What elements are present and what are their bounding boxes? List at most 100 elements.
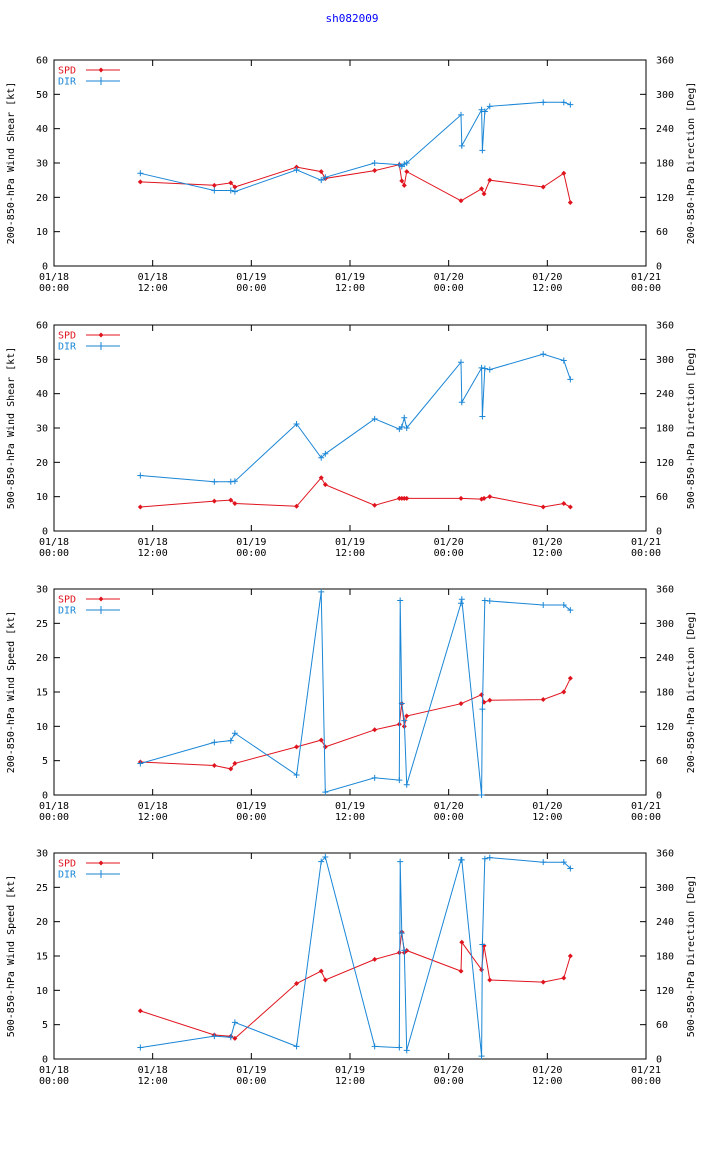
y2-tick-label: 360	[656, 849, 674, 860]
y-tick-label: 30	[36, 585, 48, 596]
series-line-spd	[140, 678, 571, 770]
x-tick-label-time: 12:00	[138, 548, 168, 559]
y2-tick-label: 240	[656, 124, 674, 135]
data-point-spd	[481, 191, 487, 197]
data-point-dir	[403, 1047, 410, 1054]
y-tick-label: 15	[36, 688, 48, 699]
data-point-dir	[371, 1043, 378, 1050]
data-point-spd	[561, 975, 567, 981]
y2-tick-label: 360	[656, 56, 674, 67]
data-point-dir	[293, 420, 300, 427]
data-point-spd	[322, 482, 328, 488]
data-point-spd	[318, 968, 324, 974]
data-point-dir	[227, 1034, 234, 1041]
data-point-dir	[318, 177, 325, 184]
legend-label-dir: DIR	[58, 77, 77, 88]
y-tick-label: 10	[36, 227, 48, 238]
data-point-spd	[137, 1008, 143, 1014]
y-tick-label: 30	[36, 159, 48, 170]
y-tick-label: 40	[36, 389, 48, 400]
page-title: sh082009	[325, 12, 379, 25]
data-point-dir	[137, 1044, 144, 1051]
data-point-dir	[540, 99, 547, 106]
data-point-dir	[227, 478, 234, 485]
data-point-dir	[371, 415, 378, 422]
legend-label-dir: DIR	[58, 870, 77, 881]
data-point-spd	[137, 504, 143, 510]
x-tick-label-time: 12:00	[335, 1076, 365, 1087]
data-point-spd	[322, 744, 328, 750]
y-axis-label: 500-850-hPa Wind Shear [kt]	[6, 347, 17, 510]
x-tick-label-date: 01/18	[39, 537, 69, 548]
series-line-dir	[140, 591, 571, 796]
data-point-dir	[231, 188, 238, 195]
data-point-dir	[560, 859, 567, 866]
y-tick-label: 60	[36, 321, 48, 332]
y2-tick-label: 360	[656, 321, 674, 332]
data-point-dir	[371, 774, 378, 781]
data-point-dir	[486, 366, 493, 373]
data-point-dir	[401, 717, 408, 724]
x-tick-label-date: 01/18	[39, 801, 69, 812]
x-tick-label-date: 01/19	[236, 537, 266, 548]
legend-label-spd: SPD	[58, 859, 76, 870]
data-point-spd	[458, 968, 464, 974]
data-point-dir	[540, 602, 547, 609]
chart-panel-500-850-speed: 05101520253006012018024030036001/1800:00…	[6, 849, 697, 1088]
x-tick-label-time: 00:00	[39, 548, 69, 559]
y-tick-label: 20	[36, 193, 48, 204]
data-point-spd	[459, 939, 465, 945]
data-point-spd	[318, 737, 324, 743]
legend-label-dir: DIR	[58, 342, 77, 353]
x-tick-label-time: 00:00	[631, 1076, 661, 1087]
data-point-dir	[211, 739, 218, 746]
data-point-spd	[372, 727, 378, 733]
x-tick-label-time: 12:00	[532, 812, 562, 823]
x-tick-label-time: 12:00	[532, 283, 562, 294]
data-point-spd	[561, 170, 567, 176]
plot-frame	[53, 588, 647, 796]
data-point-dir	[318, 588, 325, 595]
data-point-dir	[227, 187, 234, 194]
y-tick-label: 50	[36, 355, 48, 366]
x-tick-label-time: 12:00	[138, 283, 168, 294]
x-tick-label-date: 01/18	[138, 537, 168, 548]
y-axis-label: 200-850-hPa Wind Speed [kt]	[6, 611, 17, 774]
x-tick-label-date: 01/21	[631, 537, 661, 548]
series-line-dir	[140, 855, 571, 1057]
y-tick-label: 50	[36, 90, 48, 101]
y-tick-label: 10	[36, 492, 48, 503]
data-point-spd	[211, 762, 217, 768]
data-point-spd	[211, 182, 217, 188]
data-point-spd	[561, 501, 567, 507]
x-tick-label-date: 01/18	[138, 272, 168, 283]
data-point-dir	[478, 364, 485, 371]
y-tick-label: 10	[36, 986, 48, 997]
y2-tick-label: 60	[656, 1020, 668, 1031]
data-point-dir	[371, 160, 378, 166]
data-point-spd	[372, 502, 378, 508]
data-point-spd	[458, 495, 464, 501]
data-point-spd	[567, 504, 573, 510]
x-tick-label-date: 01/21	[631, 272, 661, 283]
y2-tick-label: 300	[656, 355, 674, 366]
data-point-dir	[478, 1053, 485, 1060]
x-tick-label-time: 12:00	[335, 548, 365, 559]
data-point-spd	[458, 198, 464, 204]
x-tick-label-date: 01/20	[532, 1065, 562, 1076]
legend-marker-spd	[98, 860, 104, 866]
data-point-dir	[481, 365, 488, 372]
x-tick-label-time: 00:00	[236, 283, 266, 294]
data-point-spd	[458, 701, 464, 707]
legend-label-spd: SPD	[58, 331, 76, 342]
x-tick-label-date: 01/20	[532, 272, 562, 283]
data-point-spd	[318, 475, 324, 481]
x-tick-label-date: 01/18	[138, 801, 168, 812]
data-point-spd	[294, 744, 300, 750]
x-tick-label-date: 01/19	[236, 1065, 266, 1076]
y-tick-label: 0	[42, 1055, 48, 1066]
chart-panel-500-850-shear: 010203040506006012018024030036001/1800:0…	[6, 321, 697, 560]
data-point-spd	[372, 956, 378, 962]
legend-marker-dir	[97, 342, 105, 350]
data-point-dir	[398, 700, 405, 707]
